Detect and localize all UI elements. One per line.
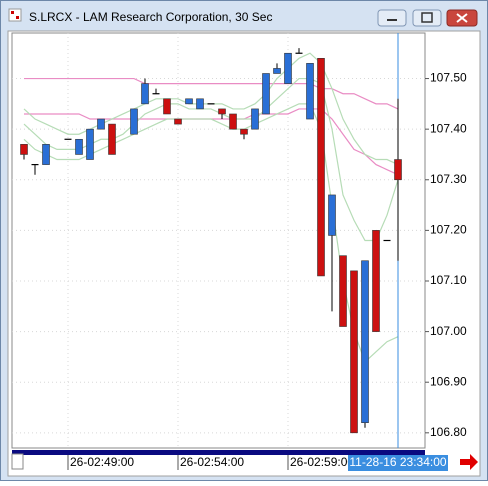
candle-body bbox=[240, 128, 248, 135]
y-tick-label: 107.20 bbox=[430, 223, 467, 237]
y-tick-label: 106.80 bbox=[430, 425, 467, 439]
x-tick-label: 26-02:54:00 bbox=[180, 455, 244, 469]
candle-body bbox=[141, 83, 149, 105]
close-glyph bbox=[456, 13, 468, 23]
y-tick-label: 107.00 bbox=[430, 324, 467, 338]
scroll-handle[interactable] bbox=[11, 453, 24, 470]
candle-body bbox=[130, 108, 138, 135]
candle-body bbox=[339, 255, 347, 327]
candle-body bbox=[229, 113, 237, 130]
window-title: S.LRCX - LAM Research Corporation, 30 Se… bbox=[29, 10, 272, 24]
window-icon bbox=[8, 8, 22, 22]
candle-body bbox=[284, 52, 292, 84]
candle-body bbox=[75, 138, 83, 155]
candle-body bbox=[350, 270, 358, 434]
candle-body bbox=[372, 230, 380, 332]
candle-body bbox=[185, 98, 193, 105]
candle-body bbox=[328, 194, 336, 236]
scroll-bar[interactable] bbox=[12, 450, 425, 455]
candle-body bbox=[251, 108, 259, 130]
x-tick-label: 26-02:59:00 bbox=[290, 455, 354, 469]
candle-body bbox=[361, 260, 369, 423]
y-tick-label: 107.50 bbox=[430, 71, 467, 85]
scroll-right-arrow[interactable] bbox=[460, 454, 478, 470]
candle-body bbox=[86, 128, 94, 160]
y-tick-label: 106.90 bbox=[430, 374, 467, 388]
candle-body bbox=[174, 118, 182, 125]
cursor-label: 11-28-16 23:34:00 bbox=[349, 455, 447, 469]
candle-body bbox=[317, 58, 325, 277]
candle-body bbox=[273, 68, 281, 74]
candle-body bbox=[108, 123, 116, 155]
x-tick-label: 26-02:49:00 bbox=[70, 455, 134, 469]
candle-body bbox=[20, 144, 28, 155]
candle-body bbox=[196, 98, 204, 110]
y-tick-label: 107.30 bbox=[430, 172, 467, 186]
candle-body bbox=[394, 159, 402, 181]
overlay-line bbox=[24, 77, 399, 110]
y-tick-label: 107.40 bbox=[430, 121, 467, 135]
window-icon-dot bbox=[11, 11, 14, 14]
candle-body bbox=[306, 63, 314, 120]
cursor-label-box bbox=[348, 455, 448, 471]
candle-body bbox=[97, 118, 105, 130]
maximize-glyph bbox=[421, 12, 433, 23]
candle-body bbox=[163, 98, 171, 115]
candle-body bbox=[262, 73, 270, 115]
y-tick-label: 107.10 bbox=[430, 273, 467, 287]
candle-body bbox=[42, 144, 50, 165]
candle-body bbox=[218, 108, 226, 115]
minimize-button[interactable] bbox=[377, 9, 407, 27]
maximize-button[interactable] bbox=[412, 9, 442, 27]
window-icon-dot bbox=[16, 16, 19, 19]
